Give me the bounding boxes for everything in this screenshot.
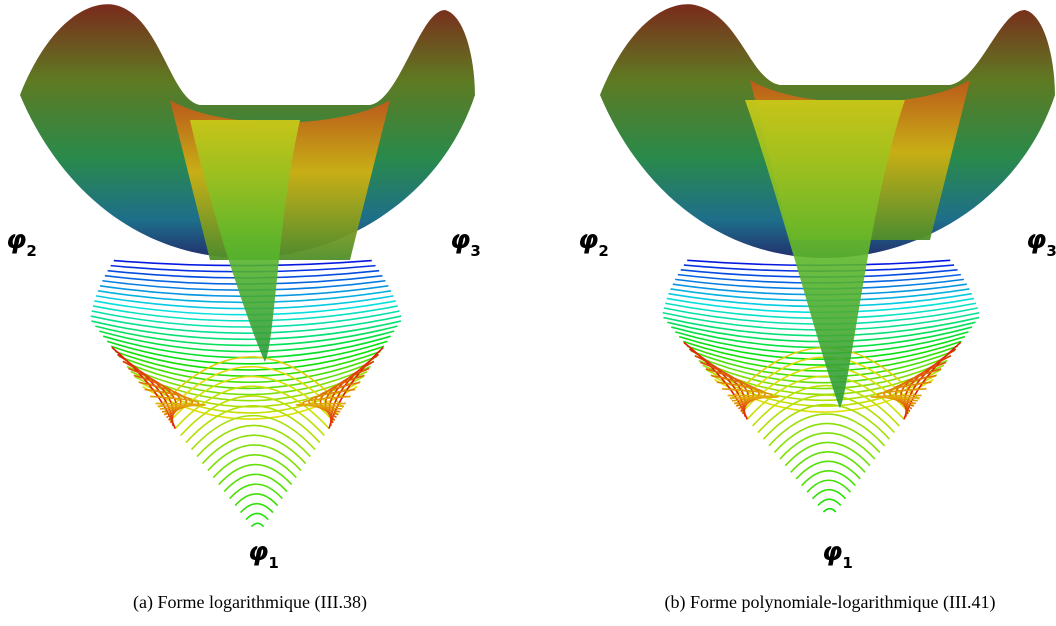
contour — [746, 375, 905, 420]
contour — [110, 345, 385, 371]
contour — [694, 354, 952, 384]
vertex-label: φ1 — [822, 537, 853, 572]
contour — [201, 434, 307, 465]
contour — [239, 502, 274, 514]
contour — [155, 402, 207, 407]
subscript: 3 — [1046, 242, 1056, 260]
contour — [245, 512, 269, 521]
vertex-label: φ2 — [6, 225, 37, 260]
symbol: φ — [578, 225, 598, 255]
contour — [727, 394, 779, 399]
contour — [698, 359, 948, 390]
contour — [150, 395, 200, 410]
contour — [686, 345, 959, 372]
contour — [106, 340, 388, 365]
contour — [711, 374, 760, 407]
symbol: φ — [248, 537, 268, 567]
subscript: 1 — [842, 554, 852, 572]
symbol: φ — [822, 537, 842, 567]
contour — [118, 355, 378, 383]
contour — [91, 320, 402, 341]
contour — [234, 493, 279, 507]
contour — [895, 368, 942, 410]
contour — [229, 483, 283, 500]
subscript: 1 — [268, 554, 278, 572]
contour — [674, 331, 969, 355]
contour — [817, 498, 842, 506]
contour — [180, 395, 325, 437]
contour — [163, 365, 340, 416]
symbol: φ — [450, 225, 470, 255]
symbol: φ — [6, 225, 26, 255]
contour — [790, 451, 866, 473]
vertex-label: φ3 — [1026, 225, 1056, 260]
contour — [139, 381, 187, 416]
contour — [682, 340, 962, 366]
contour — [91, 310, 400, 328]
contour — [773, 422, 881, 453]
contour — [302, 395, 351, 410]
contour — [811, 488, 847, 500]
contour — [795, 460, 861, 480]
contour — [185, 405, 321, 444]
contour — [822, 507, 837, 513]
contour — [196, 424, 311, 458]
contour — [94, 300, 396, 316]
contour — [779, 432, 876, 460]
contour — [218, 463, 293, 486]
funnel — [190, 120, 300, 362]
contour — [126, 365, 371, 396]
contour — [212, 454, 297, 479]
subscript: 3 — [470, 242, 480, 260]
vertex-label: φ2 — [578, 225, 609, 260]
contour — [705, 368, 754, 410]
contour — [169, 375, 335, 423]
contour — [678, 335, 966, 361]
funnel — [745, 100, 905, 408]
contour — [870, 394, 922, 399]
contour — [158, 356, 344, 409]
contour — [95, 325, 398, 347]
contour — [207, 444, 302, 472]
caption: (b) Forme polynomiale-logarithmique (III… — [665, 592, 996, 613]
contour — [722, 388, 773, 402]
contour — [889, 374, 937, 407]
contour — [876, 388, 927, 402]
vertex-label: φ3 — [450, 225, 481, 260]
contour — [174, 385, 330, 430]
subscript: 2 — [598, 242, 608, 260]
contour — [250, 522, 265, 528]
contour — [223, 473, 288, 493]
contour — [90, 315, 402, 334]
contour — [752, 384, 900, 427]
vertex-label: φ1 — [248, 537, 279, 572]
contour — [190, 415, 316, 451]
contour — [801, 470, 856, 487]
contour — [99, 330, 395, 353]
contour — [806, 479, 852, 493]
contour — [92, 305, 398, 322]
contour — [133, 374, 182, 419]
contour — [757, 394, 895, 434]
contour — [314, 381, 361, 416]
contour — [122, 360, 375, 390]
contour — [768, 413, 886, 447]
contour — [295, 402, 346, 407]
caption: (a) Forme logarithmique (III.38) — [133, 592, 367, 613]
symbol: φ — [1026, 225, 1046, 255]
contour — [784, 441, 871, 467]
subscript: 2 — [26, 242, 36, 260]
contour — [762, 403, 891, 440]
contour — [319, 374, 365, 419]
